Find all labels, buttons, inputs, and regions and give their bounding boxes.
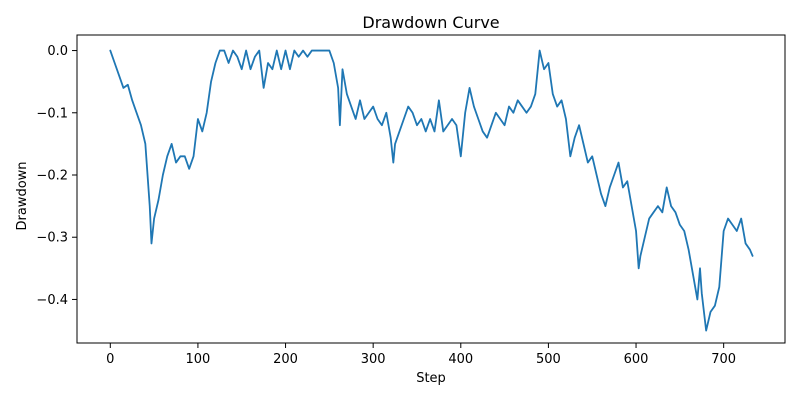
y-axis-label: Drawdown [15,161,30,230]
x-tick-label: 100 [186,352,211,367]
y-axis: 0.0 −0.1 −0.2 −0.3 −0.4 [36,44,77,308]
plot-area [109,49,754,332]
x-axis-label: Step [416,371,446,386]
plot-frame [76,34,786,344]
chart-title: Drawdown Curve [362,13,499,32]
x-tick-label: 400 [448,352,473,367]
x-tick-label: 700 [711,352,736,367]
drawdown-series-line [109,49,754,332]
x-tick-label: 500 [536,352,561,367]
x-axis: 0 100 200 300 400 500 600 700 [106,343,736,367]
y-tick-label: −0.3 [36,231,68,246]
y-tick-label: −0.4 [36,293,68,308]
x-tick-label: 300 [361,352,386,367]
x-tick-label: 200 [273,352,298,367]
x-tick-label: 600 [624,352,649,367]
y-tick-label: 0.0 [47,44,68,59]
x-tick-label: 0 [106,352,114,367]
y-tick-label: −0.1 [36,106,68,121]
y-tick-label: −0.2 [36,169,68,184]
